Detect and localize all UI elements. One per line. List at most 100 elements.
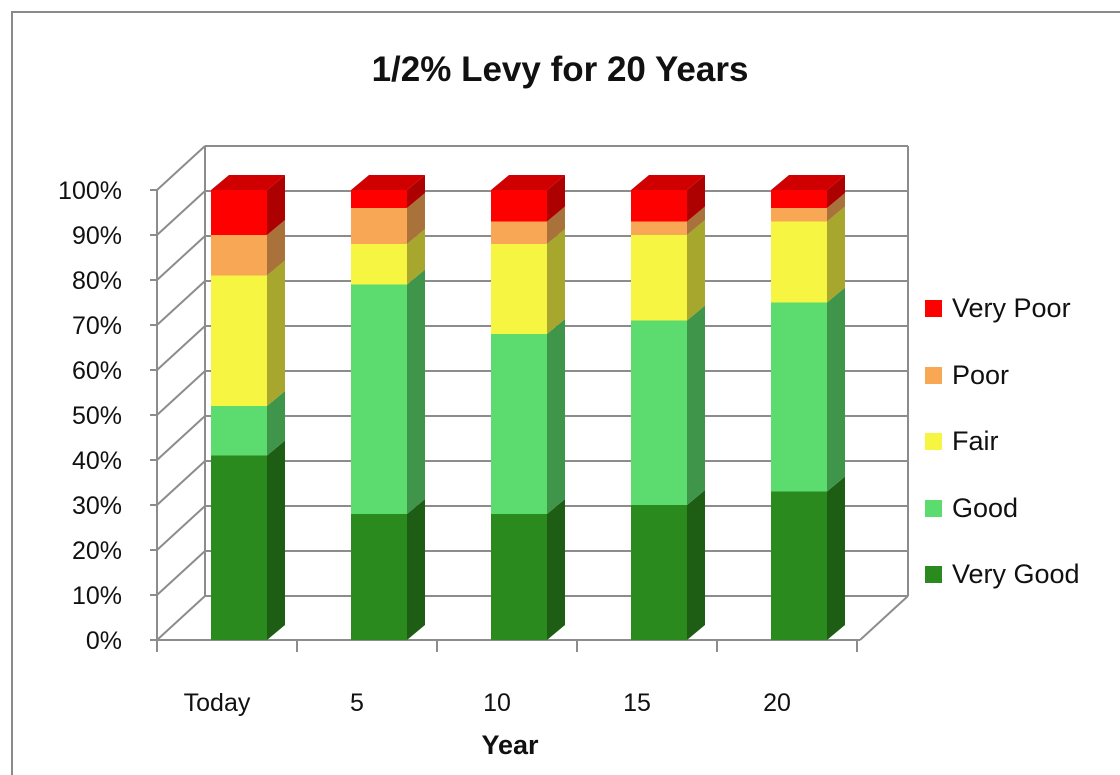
bar-fair-20-side bbox=[827, 206, 845, 303]
bar-fair-5 bbox=[351, 244, 407, 285]
bar-very-poor-15 bbox=[631, 190, 687, 222]
bar-very-poor-today-side bbox=[267, 175, 285, 235]
y-tick-label: 90% bbox=[72, 222, 122, 250]
bar-good-today bbox=[211, 406, 267, 456]
bar-good-15 bbox=[631, 320, 687, 505]
bar-very-good-15-side bbox=[687, 490, 705, 640]
bar-fair-15 bbox=[631, 235, 687, 321]
bar-top-10 bbox=[491, 175, 565, 190]
bar-good-15-side bbox=[687, 305, 705, 505]
side-wall-gridline bbox=[156, 325, 206, 371]
bar-poor-20-side bbox=[827, 193, 845, 222]
bar-very-poor-5 bbox=[351, 190, 407, 208]
bar-fair-10-side bbox=[547, 229, 565, 334]
chart-frame bbox=[11, 11, 1120, 775]
bar-very-poor-20-side bbox=[827, 175, 845, 208]
legend-item-poor: Poor bbox=[925, 359, 1080, 392]
x-tick-label: 15 bbox=[623, 689, 651, 717]
x-tick-label: 20 bbox=[763, 689, 791, 717]
x-tick-label: 5 bbox=[350, 689, 364, 717]
bar-top-20 bbox=[771, 175, 845, 190]
bar-fair-today-side bbox=[267, 260, 285, 406]
legend-label: Good bbox=[952, 492, 1019, 523]
legend-item-fair: Fair bbox=[925, 425, 1080, 458]
x-axis-label: Year bbox=[481, 730, 539, 760]
y-tick-label: 50% bbox=[72, 402, 122, 430]
legend-swatch bbox=[925, 566, 942, 583]
legend-item-very-poor: Very Poor bbox=[925, 292, 1080, 325]
bar-very-good-15 bbox=[631, 505, 687, 640]
bar-poor-15 bbox=[631, 221, 687, 235]
side-wall-gridline bbox=[156, 595, 206, 641]
side-wall-gridline bbox=[156, 280, 206, 326]
side-wall-gridline bbox=[156, 190, 206, 236]
bar-fair-15-side bbox=[687, 220, 705, 321]
bar-good-20-side bbox=[827, 287, 845, 492]
bar-fair-5-side bbox=[407, 229, 425, 285]
y-tick-label: 0% bbox=[86, 627, 122, 655]
bar-top-5 bbox=[351, 175, 425, 190]
bar-poor-15-side bbox=[687, 206, 705, 235]
bar-poor-20 bbox=[771, 208, 827, 222]
bar-poor-5 bbox=[351, 208, 407, 244]
bar-very-poor-15-side bbox=[687, 175, 705, 222]
legend-swatch bbox=[925, 300, 942, 317]
legend: Very Poor Poor Fair Good Very Good bbox=[925, 292, 1080, 625]
side-wall-gridline bbox=[156, 415, 206, 461]
bar-very-poor-5-side bbox=[407, 175, 425, 208]
y-tick-label: 70% bbox=[72, 312, 122, 340]
x-tick-label: 10 bbox=[483, 689, 511, 717]
bar-fair-today bbox=[211, 275, 267, 406]
bar-poor-10-side bbox=[547, 206, 565, 244]
side-wall-gridline bbox=[156, 505, 206, 551]
legend-swatch bbox=[925, 499, 942, 517]
legend-label: Very Good bbox=[952, 559, 1080, 589]
bar-very-good-5-side bbox=[407, 499, 425, 640]
bar-poor-10 bbox=[491, 221, 547, 244]
y-tick-label: 100% bbox=[58, 177, 122, 205]
bar-good-20 bbox=[771, 302, 827, 492]
bar-good-5-side bbox=[407, 269, 425, 514]
side-wall-gridline bbox=[156, 460, 206, 506]
bar-top-15 bbox=[631, 175, 705, 190]
legend-label: Very Poor bbox=[952, 293, 1071, 323]
bar-good-today-side bbox=[267, 391, 285, 456]
y-tick-label: 20% bbox=[72, 537, 122, 565]
bar-very-poor-10-side bbox=[547, 175, 565, 222]
y-tick-label: 40% bbox=[72, 447, 122, 475]
legend-item-good: Good bbox=[925, 492, 1080, 525]
bar-good-10 bbox=[491, 334, 547, 514]
bar-very-good-20-side bbox=[827, 476, 845, 640]
bar-top-today bbox=[211, 175, 285, 190]
bar-very-poor-today bbox=[211, 190, 267, 235]
bar-fair-10 bbox=[491, 244, 547, 334]
side-wall-gridline bbox=[156, 550, 206, 596]
legend-swatch bbox=[925, 366, 942, 384]
legend-label: Poor bbox=[952, 359, 1010, 390]
side-wall-gridline bbox=[156, 145, 206, 191]
legend-item-very-good: Very Good bbox=[925, 558, 1080, 591]
y-tick-label: 60% bbox=[72, 357, 122, 385]
bar-very-good-20 bbox=[771, 491, 827, 640]
bar-very-good-10-side bbox=[547, 499, 565, 640]
y-tick-label: 30% bbox=[72, 492, 122, 520]
bar-poor-today bbox=[211, 235, 267, 276]
bar-good-5 bbox=[351, 284, 407, 514]
bar-very-good-5 bbox=[351, 514, 407, 640]
bar-poor-today-side bbox=[267, 220, 285, 276]
bar-very-good-10 bbox=[491, 514, 547, 640]
bar-very-good-today-side bbox=[267, 440, 285, 640]
legend-swatch bbox=[925, 433, 942, 450]
x-tick-label: Today bbox=[184, 689, 251, 717]
floor-right-edge bbox=[859, 595, 909, 641]
bar-good-10-side bbox=[547, 319, 565, 514]
bar-very-good-today bbox=[211, 455, 267, 640]
bar-fair-20 bbox=[771, 221, 827, 303]
legend-label: Fair bbox=[952, 426, 999, 456]
bar-very-poor-20 bbox=[771, 190, 827, 208]
side-wall-gridline bbox=[156, 235, 206, 281]
bar-very-poor-10 bbox=[491, 190, 547, 222]
y-tick-label: 80% bbox=[72, 267, 122, 295]
side-wall-gridline bbox=[156, 370, 206, 416]
